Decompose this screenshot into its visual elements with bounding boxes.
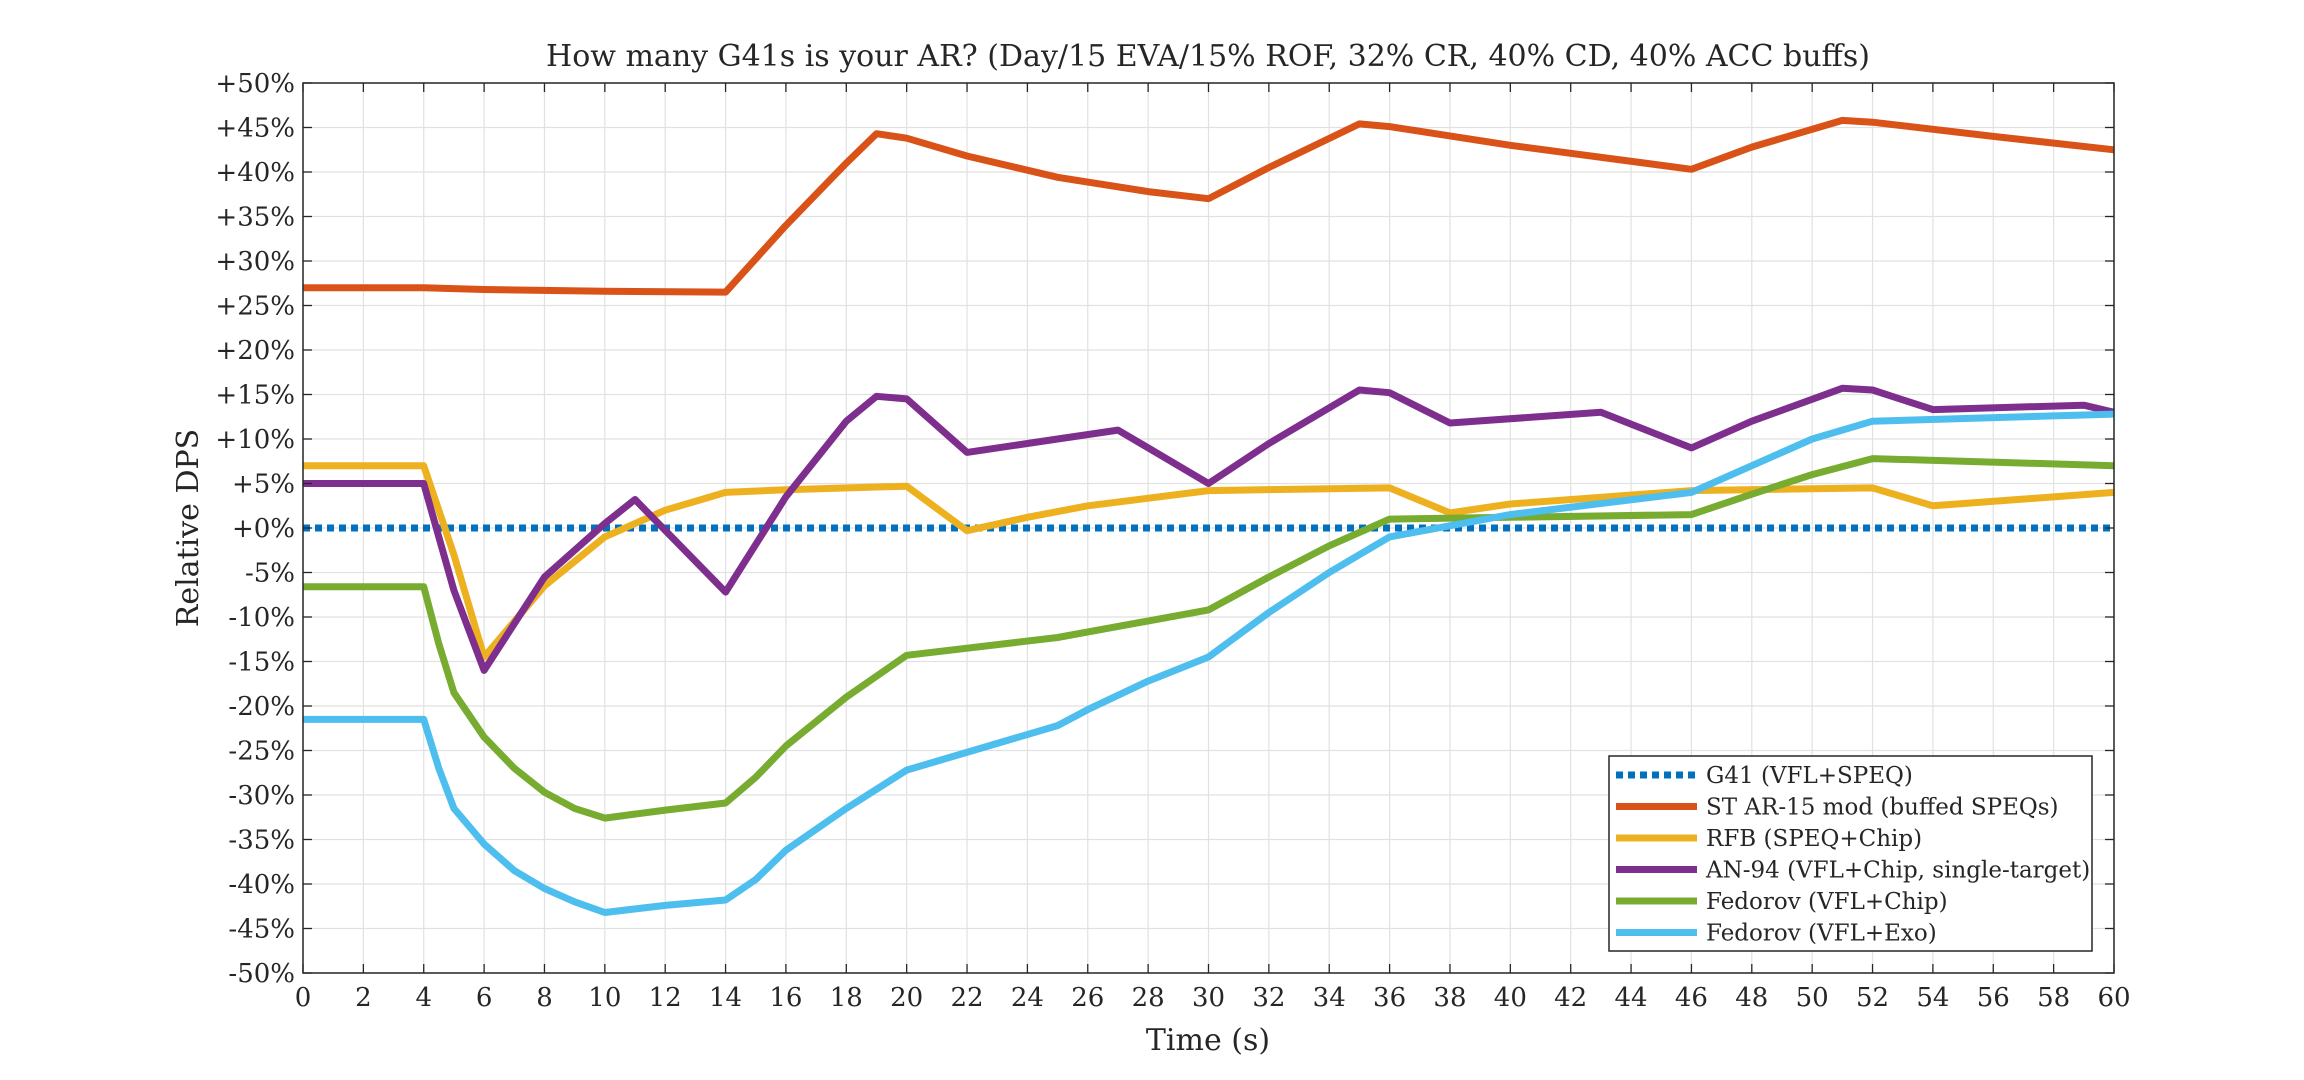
x-tick-label: 46: [1675, 983, 1708, 1013]
series-lines: [303, 116, 2115, 916]
y-tick-label: -20%: [228, 692, 295, 722]
x-tick-label: 14: [709, 983, 742, 1013]
y-tick-label: -30%: [228, 781, 295, 811]
x-tick-label: 34: [1313, 983, 1346, 1013]
x-tick-label: 0: [295, 983, 312, 1013]
x-tick-label: 42: [1554, 983, 1587, 1013]
series-line-st-ar-15-mod-buffed-speqs: [303, 116, 2115, 296]
x-tick-label: 50: [1796, 983, 1829, 1013]
y-tick-label: -15%: [228, 648, 295, 678]
y-tick-label: +15%: [215, 381, 295, 411]
y-tick-label: +50%: [215, 69, 295, 99]
x-tick-label: 58: [2037, 983, 2070, 1013]
y-tick-label: -25%: [228, 737, 295, 767]
y-axis-label: Relative DPS: [171, 429, 206, 628]
x-tick-label: 22: [950, 983, 983, 1013]
x-axis-label: Time (s): [1146, 1023, 1270, 1058]
x-tick-label: 48: [1735, 983, 1768, 1013]
legend-label-fedorov-vfl-exo: Fedorov (VFL+Exo): [1706, 921, 1937, 947]
x-tick-label: 12: [649, 983, 682, 1013]
y-tick-label: +30%: [215, 247, 295, 277]
legend-label-rfb-speq-chip: RFB (SPEQ+Chip): [1706, 826, 1922, 852]
y-tick-labels: -50% -45% -40% -35% -30% -25% -20% -15% -10% -5% +…: [215, 69, 295, 989]
legend-box: [1608, 755, 2093, 952]
legend-label-st-ar-15-mod-buffed-speqs: ST AR-15 mod (buffed SPEQs): [1706, 795, 2059, 821]
x-tick-label: 26: [1071, 983, 1104, 1013]
x-tick-label: 28: [1132, 983, 1165, 1013]
x-tick-label: 40: [1494, 983, 1527, 1013]
y-tick-label: +40%: [215, 158, 295, 188]
legend: G41 (VFL+SPEQ) ST AR-15 mod (buffed SPEQs…: [1608, 755, 2093, 952]
x-tick-label: 44: [1615, 983, 1648, 1013]
y-tick-label: -35%: [228, 826, 295, 856]
x-tick-label: 6: [476, 983, 493, 1013]
x-tick-label: 2: [355, 983, 372, 1013]
x-tick-label: 32: [1252, 983, 1285, 1013]
legend-label-fedorov-vfl-chip: Fedorov (VFL+Chip): [1706, 889, 1948, 915]
y-tick-label: -40%: [228, 870, 295, 900]
y-tick-label: +45%: [215, 114, 295, 144]
series-line-an-94-vfl-chip-single-target: [303, 384, 2115, 674]
y-tick-label: +10%: [215, 425, 295, 455]
x-tick-label: 38: [1433, 983, 1466, 1013]
x-tick-label: 8: [536, 983, 553, 1013]
y-tick-label: +5%: [232, 470, 295, 500]
series-line-fedorov-vfl-chip: [303, 455, 2115, 822]
x-tick-label: 52: [1856, 983, 1889, 1013]
x-tick-label: 4: [415, 983, 432, 1013]
x-tick-label: 20: [890, 983, 923, 1013]
y-tick-label: +25%: [215, 292, 295, 322]
y-tick-label: +35%: [215, 203, 295, 233]
x-tick-label: 18: [830, 983, 863, 1013]
y-tick-label: -50%: [228, 959, 295, 989]
x-tick-label: 56: [1977, 983, 2010, 1013]
x-tick-label: 36: [1373, 983, 1406, 1013]
series-line-fedorov-vfl-exo: [303, 410, 2115, 916]
x-tick-label: 54: [1916, 983, 1949, 1013]
y-tick-label: -5%: [245, 559, 295, 589]
y-tick-label: +0%: [232, 514, 295, 544]
legend-label-g41-vfl-speq: G41 (VFL+SPEQ): [1706, 763, 1913, 789]
chart-title: How many G41s is your AR? (Day/15 EVA/15…: [546, 39, 1870, 74]
axis-ticks: [302, 82, 2115, 974]
x-tick-label: 60: [2097, 983, 2130, 1013]
x-tick-label: 16: [769, 983, 802, 1013]
x-tick-labels: 0 2 4 6 8 10 12 14 16 18 20 22 24 26 28 30 32 34 36 38 40 42 4…: [295, 983, 2131, 1013]
y-tick-label: -10%: [228, 603, 295, 633]
x-tick-label: 24: [1011, 983, 1044, 1013]
x-tick-label: 30: [1192, 983, 1225, 1013]
y-tick-label: -45%: [228, 915, 295, 945]
y-tick-label: +20%: [215, 336, 295, 366]
x-tick-label: 10: [588, 983, 621, 1013]
legend-label-an-94-vfl-chip-single-target: AN-94 (VFL+Chip, single-target): [1705, 858, 2090, 884]
